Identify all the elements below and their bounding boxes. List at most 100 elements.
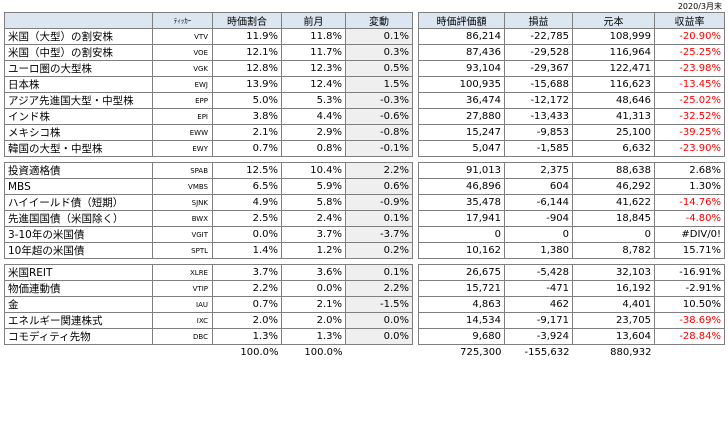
ticker-cell[interactable]: EWY	[152, 140, 213, 157]
rate-cell[interactable]: -23.90%	[654, 140, 725, 157]
ticker-cell[interactable]: VOE	[152, 44, 213, 61]
value-cell[interactable]: 10,162	[418, 242, 505, 259]
current-share-cell[interactable]: 12.8%	[212, 60, 282, 77]
ticker-cell[interactable]: EWJ	[152, 76, 213, 93]
ticker-cell[interactable]: SPTL	[152, 242, 213, 259]
fund-name-cell[interactable]: ハイイールド債（短期）	[4, 194, 153, 211]
principal-cell[interactable]: 25,100	[572, 124, 655, 141]
fund-name-cell[interactable]: 日本株	[4, 76, 153, 93]
fund-name-cell[interactable]: 3-10年の米国債	[4, 226, 153, 243]
value-cell[interactable]: 5,047	[418, 140, 505, 157]
current-share-cell[interactable]: 5.0%	[212, 92, 282, 109]
principal-cell[interactable]: 4,401	[572, 296, 655, 313]
prev-share-cell[interactable]: 3.7%	[281, 226, 346, 243]
prev-share-cell[interactable]: 2.1%	[281, 296, 346, 313]
rate-cell[interactable]: -16.91%	[654, 264, 725, 281]
current-share-cell[interactable]: 2.0%	[212, 312, 282, 329]
fund-name-cell[interactable]: 米国（大型）の割安株	[4, 28, 153, 45]
change-cell[interactable]: 0.1%	[345, 28, 413, 45]
prev-share-cell[interactable]: 0.0%	[281, 280, 346, 297]
principal-cell[interactable]: 116,964	[572, 44, 655, 61]
principal-cell[interactable]: 18,845	[572, 210, 655, 227]
prev-share-cell[interactable]: 12.3%	[281, 60, 346, 77]
current-share-cell[interactable]: 0.7%	[212, 140, 282, 157]
change-cell[interactable]: -3.7%	[345, 226, 413, 243]
ticker-cell[interactable]: XLRE	[152, 264, 213, 281]
rate-cell[interactable]: -25.02%	[654, 92, 725, 109]
change-cell[interactable]: -0.1%	[345, 140, 413, 157]
principal-cell[interactable]: 88,638	[572, 162, 655, 179]
rate-cell[interactable]: -4.80%	[654, 210, 725, 227]
fund-name-cell[interactable]: 韓国の大型・中型株	[4, 140, 153, 157]
pl-cell[interactable]: -5,428	[504, 264, 573, 281]
pl-cell[interactable]: -22,785	[504, 28, 573, 45]
change-cell[interactable]: 0.3%	[345, 44, 413, 61]
ticker-cell[interactable]: IAU	[152, 296, 213, 313]
pl-cell[interactable]: -13,433	[504, 108, 573, 125]
change-cell[interactable]: -0.3%	[345, 92, 413, 109]
fund-name-cell[interactable]: 10年超の米国債	[4, 242, 153, 259]
change-cell[interactable]: 0.1%	[345, 210, 413, 227]
current-share-cell[interactable]: 1.4%	[212, 242, 282, 259]
value-cell[interactable]: 35,478	[418, 194, 505, 211]
fund-name-cell[interactable]: コモディティ先物	[4, 328, 153, 345]
prev-share-cell[interactable]: 1.3%	[281, 328, 346, 345]
change-cell[interactable]: -1.5%	[345, 296, 413, 313]
change-cell[interactable]: 0.0%	[345, 328, 413, 345]
rate-cell[interactable]: -25.25%	[654, 44, 725, 61]
prev-share-cell[interactable]: 12.4%	[281, 76, 346, 93]
ticker-cell[interactable]: BWX	[152, 210, 213, 227]
prev-share-cell[interactable]: 3.6%	[281, 264, 346, 281]
prev-share-cell[interactable]: 2.9%	[281, 124, 346, 141]
change-cell[interactable]: 0.6%	[345, 178, 413, 195]
rate-cell[interactable]: -13.45%	[654, 76, 725, 93]
current-share-cell[interactable]: 0.0%	[212, 226, 282, 243]
change-cell[interactable]: 2.2%	[345, 162, 413, 179]
ticker-cell[interactable]: VGIT	[152, 226, 213, 243]
ticker-cell[interactable]: VTV	[152, 28, 213, 45]
pl-cell[interactable]: 462	[504, 296, 573, 313]
pl-cell[interactable]: -471	[504, 280, 573, 297]
change-cell[interactable]: 0.5%	[345, 60, 413, 77]
pl-cell[interactable]: -3,924	[504, 328, 573, 345]
prev-share-cell[interactable]: 5.3%	[281, 92, 346, 109]
current-share-cell[interactable]: 1.3%	[212, 328, 282, 345]
fund-name-cell[interactable]: 物価連動債	[4, 280, 153, 297]
prev-share-cell[interactable]: 2.4%	[281, 210, 346, 227]
fund-name-cell[interactable]: インド株	[4, 108, 153, 125]
principal-cell[interactable]: 32,103	[572, 264, 655, 281]
principal-cell[interactable]: 6,632	[572, 140, 655, 157]
pl-cell[interactable]: 0	[504, 226, 573, 243]
pl-cell[interactable]: -12,172	[504, 92, 573, 109]
pl-cell[interactable]: -29,367	[504, 60, 573, 77]
value-cell[interactable]: 15,721	[418, 280, 505, 297]
current-share-cell[interactable]: 12.5%	[212, 162, 282, 179]
fund-name-cell[interactable]: アジア先進国大型・中型株	[4, 92, 153, 109]
current-share-cell[interactable]: 4.9%	[212, 194, 282, 211]
principal-cell[interactable]: 122,471	[572, 60, 655, 77]
pl-cell[interactable]: -1,585	[504, 140, 573, 157]
rate-cell[interactable]: 10.50%	[654, 296, 725, 313]
ticker-cell[interactable]: VMBS	[152, 178, 213, 195]
fund-name-cell[interactable]: MBS	[4, 178, 153, 195]
pl-cell[interactable]: -904	[504, 210, 573, 227]
principal-cell[interactable]: 23,705	[572, 312, 655, 329]
value-cell[interactable]: 93,104	[418, 60, 505, 77]
rate-cell[interactable]: -32.52%	[654, 108, 725, 125]
fund-name-cell[interactable]: 金	[4, 296, 153, 313]
current-share-cell[interactable]: 11.9%	[212, 28, 282, 45]
current-share-cell[interactable]: 2.5%	[212, 210, 282, 227]
prev-share-cell[interactable]: 5.8%	[281, 194, 346, 211]
prev-share-cell[interactable]: 2.0%	[281, 312, 346, 329]
rate-cell[interactable]: -38.69%	[654, 312, 725, 329]
principal-cell[interactable]: 41,313	[572, 108, 655, 125]
principal-cell[interactable]: 48,646	[572, 92, 655, 109]
rate-cell[interactable]: #DIV/0!	[654, 226, 725, 243]
change-cell[interactable]: -0.6%	[345, 108, 413, 125]
principal-cell[interactable]: 116,623	[572, 76, 655, 93]
value-cell[interactable]: 17,941	[418, 210, 505, 227]
ticker-cell[interactable]: DBC	[152, 328, 213, 345]
current-share-cell[interactable]: 3.7%	[212, 264, 282, 281]
principal-cell[interactable]: 0	[572, 226, 655, 243]
current-share-cell[interactable]: 3.8%	[212, 108, 282, 125]
